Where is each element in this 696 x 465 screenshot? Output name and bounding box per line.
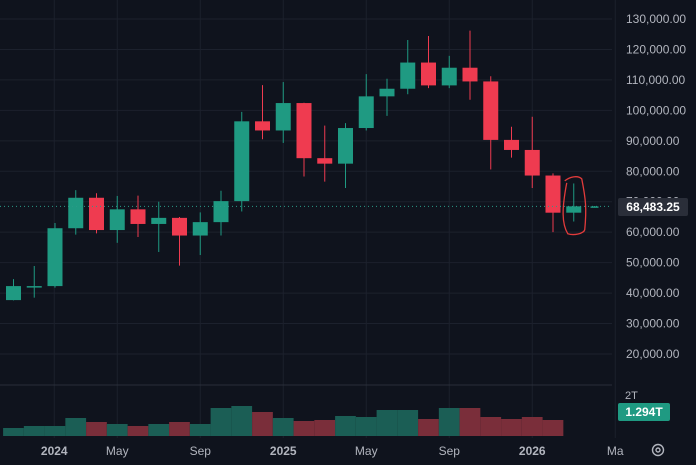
candle-body bbox=[151, 217, 167, 224]
volume-bar bbox=[23, 426, 45, 436]
candle-body bbox=[89, 197, 104, 231]
candle-body bbox=[545, 175, 561, 213]
candle-body bbox=[213, 201, 229, 223]
volume-bar bbox=[252, 412, 273, 436]
x-tick-label: 2026 bbox=[519, 444, 546, 458]
y-tick-label: 90,000.00 bbox=[626, 134, 680, 148]
volume-bar bbox=[106, 424, 128, 436]
volume-bars bbox=[3, 406, 564, 436]
y-tick-label: 50,000.00 bbox=[626, 256, 680, 270]
volume-bar bbox=[44, 426, 66, 436]
volume-bar bbox=[86, 422, 107, 436]
x-tick-label: Sep bbox=[190, 444, 212, 458]
volume-bar bbox=[148, 424, 170, 436]
candle-body bbox=[68, 197, 84, 229]
volume-bar bbox=[210, 408, 232, 436]
candle-body bbox=[6, 286, 21, 301]
candle-body bbox=[109, 209, 125, 231]
volume-bar bbox=[418, 419, 439, 436]
candle-body bbox=[358, 96, 374, 129]
y-tick-label: 40,000.00 bbox=[626, 286, 680, 300]
candle-body bbox=[338, 128, 353, 164]
candle-body bbox=[524, 149, 540, 176]
last-price-tag: 68,483.25 bbox=[618, 198, 688, 216]
candle-body bbox=[275, 103, 291, 131]
volume-bar bbox=[272, 418, 294, 436]
volume-bar bbox=[127, 426, 149, 436]
y-tick-label: 80,000.00 bbox=[626, 164, 680, 178]
candle-body bbox=[441, 67, 457, 86]
y-tick-label: 30,000.00 bbox=[626, 317, 680, 331]
candle-body bbox=[255, 121, 270, 131]
candle-body bbox=[400, 62, 416, 89]
x-tick-label: May bbox=[106, 444, 129, 458]
candle-body bbox=[296, 103, 312, 159]
candle-body bbox=[192, 222, 208, 236]
candle-body bbox=[130, 209, 146, 224]
candle-body bbox=[590, 206, 599, 208]
volume-bar bbox=[231, 406, 253, 436]
candle-body bbox=[379, 88, 395, 97]
volume-bar bbox=[169, 422, 190, 436]
candle-body bbox=[317, 158, 333, 164]
candle-body bbox=[47, 228, 63, 287]
volume-scale-label: 2T bbox=[625, 390, 638, 402]
volume-bar bbox=[480, 417, 502, 436]
candle-body bbox=[234, 121, 250, 202]
volume-bar bbox=[65, 418, 87, 436]
settings-gear-icon[interactable] bbox=[650, 442, 666, 458]
volume-bar bbox=[376, 410, 398, 436]
volume-bar bbox=[459, 408, 481, 436]
y-tick-label: 60,000.00 bbox=[626, 225, 680, 239]
volume-bar bbox=[438, 408, 460, 436]
y-tick-label: 20,000.00 bbox=[626, 347, 680, 361]
x-tick-label: 2025 bbox=[270, 444, 297, 458]
volume-bar bbox=[3, 428, 24, 436]
y-tick-label: 120,000.00 bbox=[626, 42, 686, 56]
y-tick-label: 100,000.00 bbox=[626, 103, 686, 117]
volume-bar bbox=[521, 417, 543, 436]
volume-bar bbox=[501, 419, 522, 436]
x-tick-label: 2024 bbox=[41, 444, 68, 458]
x-tick-label: Ma bbox=[607, 444, 624, 458]
volume-bar bbox=[397, 410, 419, 436]
candle-body bbox=[483, 81, 499, 140]
candle-body bbox=[421, 62, 436, 86]
candle-body bbox=[462, 67, 478, 82]
y-tick-label: 130,000.00 bbox=[626, 12, 686, 26]
volume-bar bbox=[189, 424, 211, 436]
candle-body bbox=[504, 139, 519, 150]
y-tick-label: 110,000.00 bbox=[626, 73, 685, 87]
candles bbox=[6, 30, 599, 301]
volume-value-tag: 1.294T bbox=[618, 403, 670, 421]
candle-body bbox=[172, 217, 187, 236]
volume-bar bbox=[542, 420, 564, 436]
volume-bar bbox=[335, 416, 356, 436]
x-tick-label: May bbox=[355, 444, 378, 458]
hand-drawn-annotation bbox=[562, 176, 587, 236]
time-axis: 2024 May Sep 2025 May Sep 2026 Ma bbox=[41, 444, 624, 458]
candle-body bbox=[566, 206, 582, 213]
candle-body bbox=[26, 286, 42, 288]
volume-bar bbox=[293, 421, 315, 436]
x-tick-label: Sep bbox=[439, 444, 461, 458]
volume-bar bbox=[314, 420, 336, 436]
volume-bar bbox=[355, 417, 377, 436]
